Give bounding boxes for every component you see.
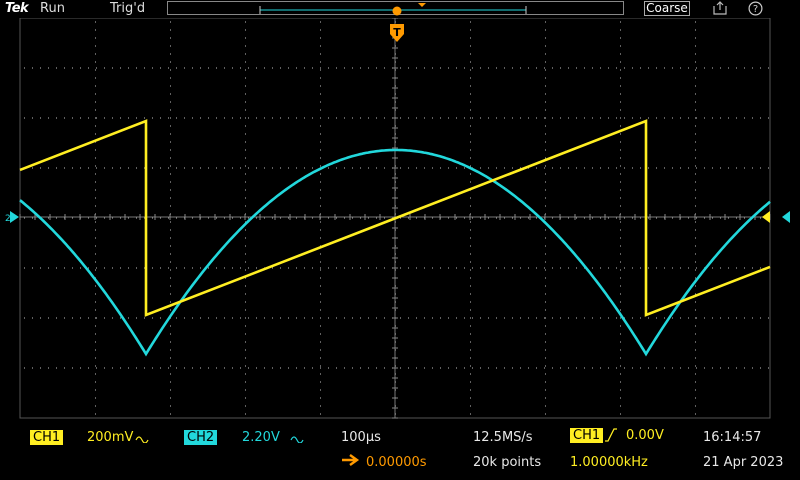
trigger-frequency: 1.00000kHz <box>570 455 648 470</box>
clock-time: 16:14:57 <box>703 430 762 445</box>
record-view-bar[interactable] <box>167 1 624 16</box>
ch2-waveform <box>19 148 771 357</box>
rising-edge-icon <box>605 428 617 442</box>
expansion-point-icon <box>418 3 426 7</box>
ch2-scale[interactable]: 2.20V <box>242 430 280 445</box>
tek-logo: Tek <box>5 1 29 16</box>
svg-text:?: ? <box>753 4 758 15</box>
ch2-marker-label: 2 <box>5 214 11 224</box>
help-icon[interactable]: ? <box>748 1 763 16</box>
trigger-state-indicator: Trig'd <box>110 1 146 16</box>
top-status-bar: Tek Run Trig'd Coarse ? <box>0 0 800 18</box>
horizontal-delay[interactable]: 0.00000s <box>366 455 427 470</box>
ch2-ac-coupling-icon <box>290 436 304 443</box>
coarse-mode-button[interactable]: Coarse <box>644 1 690 16</box>
delay-arrow-icon <box>342 454 360 466</box>
scope-screen: T 2 <box>5 17 790 419</box>
trigger-level-marker[interactable] <box>762 211 770 223</box>
trigger-source-badge[interactable]: CH1 <box>570 428 604 443</box>
export-icon[interactable] <box>712 1 728 15</box>
ch1-scale[interactable]: 200mV <box>87 430 134 445</box>
ch2-level-marker <box>782 211 790 223</box>
sample-rate: 12.5MS/s <box>473 430 533 445</box>
ch2-ground-marker[interactable]: 2 <box>5 211 19 224</box>
ch1-badge[interactable]: CH1 <box>30 430 64 445</box>
trigger-level[interactable]: 0.00V <box>626 428 664 443</box>
record-length: 20k points <box>473 455 542 470</box>
timebase-scale[interactable]: 100µs <box>341 430 381 445</box>
ch1-ac-coupling-icon <box>135 436 149 443</box>
trigger-marker-label: T <box>393 26 401 39</box>
clock-date: 21 Apr 2023 <box>703 455 784 470</box>
ch2-badge[interactable]: CH2 <box>184 430 218 445</box>
readout-panel: CH1 200mV CH2 2.20V 100µs 12.5MS/s CH1 0… <box>0 424 800 480</box>
ch1-waveform <box>19 119 771 317</box>
trigger-position-marker[interactable]: T <box>390 24 404 42</box>
run-state-indicator[interactable]: Run <box>40 1 65 16</box>
trigger-point-icon <box>392 6 402 16</box>
